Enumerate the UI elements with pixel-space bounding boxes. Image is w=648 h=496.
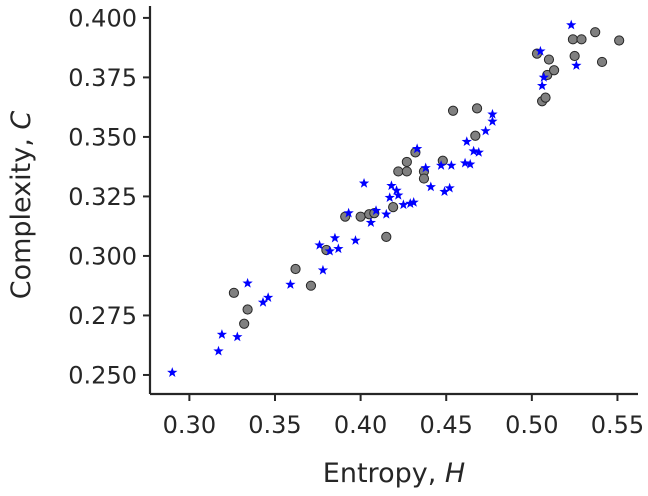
data-points: [167, 19, 625, 377]
star-point: [216, 329, 228, 339]
star-point: [393, 189, 404, 200]
star-point: [242, 277, 253, 288]
star-point: [257, 296, 269, 307]
y-tick-label: 0.375: [68, 64, 137, 92]
star-point: [420, 162, 431, 173]
star-point: [386, 180, 397, 191]
star-point: [232, 331, 243, 342]
circle-point: [388, 202, 399, 213]
y-tick-label: 0.350: [68, 123, 137, 151]
x-tick-label: 0.30: [163, 411, 216, 439]
circle-point: [242, 304, 253, 315]
star-point: [343, 207, 354, 218]
star-point: [285, 279, 296, 289]
star-point: [487, 108, 498, 119]
star-point: [213, 345, 224, 356]
y-axis-label-text: Complexity,: [6, 130, 37, 300]
star-point: [167, 367, 178, 377]
x-tick-label: 0.50: [505, 411, 558, 439]
star-point: [391, 185, 402, 195]
circle-point: [614, 35, 625, 46]
y-axis-title: Complexity, C: [6, 111, 37, 300]
circle-point: [471, 103, 483, 114]
star-point: [444, 182, 455, 193]
x-tick-label: 0.55: [591, 411, 644, 439]
star-point: [446, 160, 457, 170]
star-point: [384, 192, 395, 202]
circle-point: [543, 54, 555, 65]
y-tick-label: 0.300: [68, 242, 137, 270]
y-axis-label-symbol: C: [6, 111, 37, 130]
star-point: [480, 125, 491, 136]
y-axis-ticks: 0.250 0.275 0.300 0.325 0.350 0.375 0.400: [68, 4, 150, 389]
circle-point: [596, 56, 608, 68]
circle-point: [305, 280, 317, 291]
star-point: [329, 232, 341, 243]
star-point: [435, 160, 447, 170]
x-axis-label-symbol: H: [445, 458, 465, 489]
star-point: [314, 239, 325, 250]
star-point: [333, 243, 344, 254]
star-point: [317, 264, 329, 275]
circle-point: [590, 27, 601, 38]
star-point: [439, 186, 450, 197]
y-tick-label: 0.275: [68, 302, 137, 330]
y-tick-label: 0.250: [68, 361, 137, 389]
star-point: [465, 158, 476, 169]
circle-point: [567, 34, 579, 45]
star-point: [365, 217, 377, 227]
circle-point: [381, 231, 392, 242]
star-point: [461, 136, 472, 147]
star-point: [408, 196, 419, 207]
star-point: [571, 60, 582, 70]
circle-point: [470, 130, 481, 141]
star-point: [324, 245, 335, 256]
star-point: [425, 181, 436, 192]
star-point: [263, 292, 274, 302]
star-point: [350, 235, 361, 245]
circle-point: [228, 287, 240, 298]
y-tick-label: 0.325: [68, 183, 137, 211]
star-point: [405, 198, 416, 208]
star-point: [538, 72, 549, 82]
star-point: [411, 143, 423, 154]
circle-point: [239, 318, 250, 329]
x-axis-title: Entropy, H: [323, 458, 465, 489]
x-tick-label: 0.40: [334, 411, 387, 439]
circle-point: [401, 156, 412, 168]
star-point: [381, 208, 392, 219]
x-axis-label-text: Entropy,: [323, 458, 445, 489]
y-tick-label: 0.400: [68, 4, 137, 32]
circle-point: [569, 50, 580, 62]
star-point: [468, 145, 479, 156]
circle-point: [576, 34, 587, 45]
star-point: [535, 45, 546, 56]
x-tick-label: 0.45: [420, 411, 473, 439]
x-tick-label: 0.35: [248, 411, 301, 439]
star-point: [536, 80, 548, 91]
star-point: [459, 157, 471, 168]
star-point: [358, 177, 370, 188]
circle-point: [355, 211, 366, 222]
star-point: [566, 19, 577, 30]
circle-point: [418, 173, 430, 184]
star-point: [398, 199, 409, 210]
circle-point: [548, 65, 560, 76]
circle-point: [401, 166, 412, 177]
x-axis-ticks: 0.30 0.35 0.40 0.45 0.50 0.55: [163, 394, 644, 439]
star-point: [473, 146, 484, 157]
circle-point: [290, 263, 301, 275]
star-point: [487, 116, 498, 126]
star-point: [370, 205, 382, 216]
circle-point: [393, 166, 404, 177]
circle-point: [540, 92, 551, 103]
circle-point: [447, 105, 459, 116]
